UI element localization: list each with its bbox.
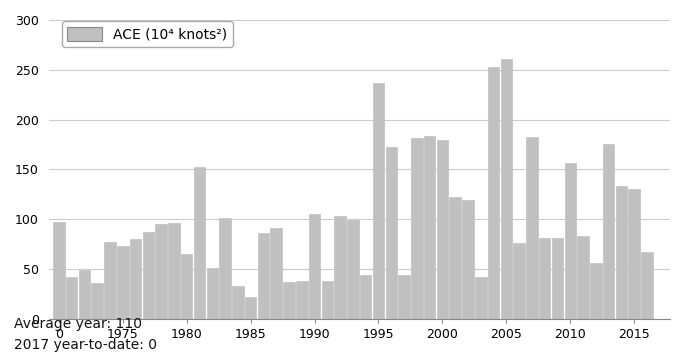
Text: Average year: 110: Average year: 110 <box>14 317 142 331</box>
Bar <box>258 233 269 319</box>
Bar <box>334 216 346 319</box>
Bar <box>66 277 77 319</box>
Text: 2017 year-to-date: 0: 2017 year-to-date: 0 <box>14 339 157 352</box>
Bar <box>129 239 141 319</box>
Bar <box>360 275 371 319</box>
Bar <box>283 282 295 319</box>
Bar <box>488 67 499 319</box>
Bar <box>590 263 601 319</box>
Bar <box>398 275 410 319</box>
Bar <box>296 281 308 319</box>
Bar <box>424 136 436 319</box>
Bar <box>501 59 512 319</box>
Bar <box>641 252 653 319</box>
Legend: ACE (10⁴ knots²): ACE (10⁴ knots²) <box>62 21 233 47</box>
Bar <box>628 189 640 319</box>
Bar <box>347 220 359 319</box>
Bar <box>206 268 218 319</box>
Bar <box>616 187 627 319</box>
Bar <box>577 236 589 319</box>
Bar <box>181 254 192 319</box>
Bar <box>79 270 90 319</box>
Bar <box>411 138 423 319</box>
Bar <box>436 140 448 319</box>
Bar <box>603 143 614 319</box>
Bar <box>104 242 116 319</box>
Bar <box>564 162 576 319</box>
Bar <box>373 83 384 319</box>
Bar <box>526 137 538 319</box>
Bar <box>271 228 282 319</box>
Bar <box>219 218 231 319</box>
Bar <box>475 277 486 319</box>
Bar <box>194 167 206 319</box>
Bar <box>551 238 563 319</box>
Bar <box>117 246 129 319</box>
Bar <box>168 223 179 319</box>
Bar <box>539 238 551 319</box>
Bar <box>142 232 154 319</box>
Bar <box>232 286 244 319</box>
Bar <box>91 283 103 319</box>
Bar <box>449 197 461 319</box>
Bar <box>513 243 525 319</box>
Bar <box>53 222 64 319</box>
Bar <box>309 214 321 319</box>
Bar <box>155 224 167 319</box>
Bar <box>386 147 397 319</box>
Bar <box>245 297 256 319</box>
Bar <box>321 281 333 319</box>
Bar <box>462 200 474 319</box>
